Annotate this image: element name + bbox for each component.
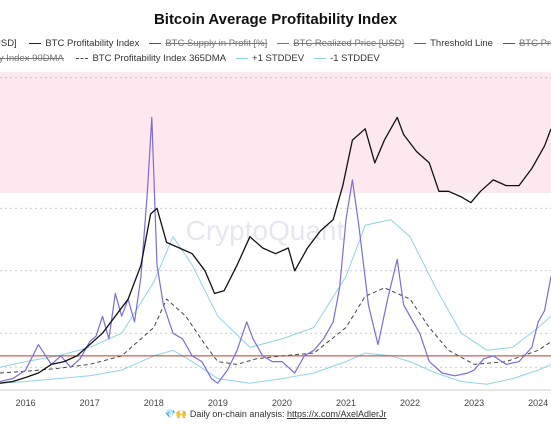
footer-text: Daily on-chain analysis:	[189, 409, 287, 419]
legend-swatch	[502, 42, 515, 44]
series-1-stddev	[0, 219, 551, 368]
legend-label: BTC Profitability Index	[45, 38, 140, 49]
legend-swatch	[76, 57, 89, 59]
x-tick-label: 2023	[464, 398, 484, 408]
legend-fragment-2: lity Index 90DMA	[0, 53, 64, 64]
legend-label: -1 STDDEV	[330, 53, 380, 64]
legend-fragment-1: USD]	[0, 38, 17, 49]
series-layer	[0, 116, 551, 385]
legend-item[interactable]: -1 STDDEV	[314, 53, 380, 64]
footer-link[interactable]: https://x.com/AxelAdlerJr	[286, 409, 387, 419]
series-btc-price-black-overlay	[0, 116, 551, 384]
watermark: CryptoQuant	[186, 215, 345, 246]
legend-item[interactable]: BTC Profitability Index	[29, 38, 139, 49]
legend-row-2: lity Index 90DMA BTC Profitability Index…	[0, 53, 551, 67]
x-tick-label: 2018	[144, 398, 164, 408]
legend-item[interactable]: BTC Realized Price [USD]	[277, 38, 404, 49]
series-1-stddev	[0, 349, 551, 385]
legend-swatch	[236, 57, 249, 59]
diamond-hands-icon: 💎🙌	[164, 409, 187, 419]
legend-item[interactable]: BTC Profitability Index 365DMA	[76, 53, 226, 64]
x-tick-label: 2017	[80, 398, 100, 408]
x-tick-label: 2021	[336, 398, 356, 408]
legend-row-1: USD] BTC Profitability Index BTC Supply i…	[0, 38, 551, 52]
legend-swatch	[29, 42, 42, 44]
chart-title: Bitcoin Average Profitability Index	[153, 11, 398, 28]
x-tick-label: 2020	[272, 398, 292, 408]
legend-label: BTC Supply in Profit [%]	[165, 38, 268, 49]
legend-swatch	[149, 42, 162, 44]
legend-label: +1 STDDEV	[252, 53, 305, 64]
legend-item[interactable]: BTC Supply in Profit [%]	[149, 38, 267, 49]
x-tick-label: 2024	[528, 398, 548, 408]
footer: 💎🙌 Daily on-chain analysis: https://x.com…	[0, 409, 551, 420]
x-tick-label: 2022	[400, 398, 420, 408]
legend-label: BTC Profitabi	[518, 38, 551, 49]
legend-swatch	[414, 42, 427, 44]
legend-item[interactable]: Threshold Line	[414, 38, 493, 49]
x-tick-label: 2016	[16, 398, 36, 408]
series-btc-profitability-index	[0, 116, 551, 384]
x-tick-label: 2019	[208, 398, 228, 408]
x-axis: 2016 2017 2018 2019 2020 2021 2022 2023 2024	[0, 389, 551, 408]
grid-layer	[0, 77, 551, 368]
profit-zone-band	[0, 72, 551, 193]
legend-swatch	[277, 42, 290, 44]
legend-label: BTC Realized Price [USD]	[293, 38, 405, 49]
legend-swatch	[314, 57, 327, 59]
legend-label: Threshold Line	[430, 38, 493, 49]
legend-item[interactable]: +1 STDDEV	[236, 53, 304, 64]
legend-label: BTC Profitability Index 365DMA	[92, 53, 227, 64]
legend-item[interactable]: BTC Profitabi	[502, 38, 551, 49]
series-btc-profitability-index-365dma	[0, 287, 551, 374]
